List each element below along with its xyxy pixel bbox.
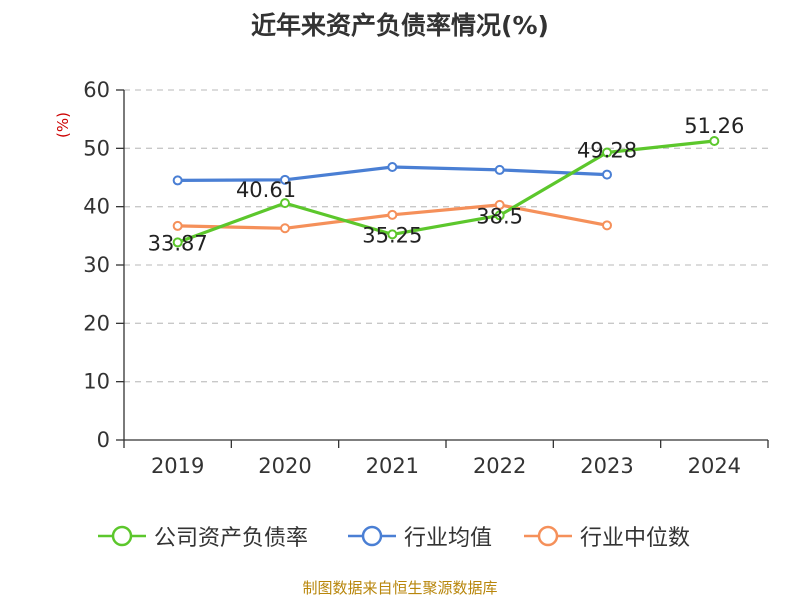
data-point bbox=[494, 199, 505, 210]
data-point bbox=[280, 223, 290, 234]
data-label: 33.87 bbox=[148, 231, 208, 255]
x-tick-label: 2024 bbox=[688, 454, 741, 478]
legend-line-marker-icon bbox=[524, 525, 572, 547]
data-point bbox=[172, 175, 183, 186]
legend: 公司资产负债率 行业均值 行业中位数 bbox=[0, 520, 800, 552]
y-tick-label: 50 bbox=[83, 136, 110, 160]
legend-line-marker-icon bbox=[348, 525, 396, 547]
y-tick-label: 20 bbox=[83, 311, 110, 335]
data-point bbox=[602, 169, 612, 180]
x-tick-label: 2020 bbox=[258, 454, 311, 478]
data-point bbox=[602, 220, 612, 231]
legend-label: 行业中位数 bbox=[580, 526, 691, 551]
data-point bbox=[280, 198, 290, 209]
legend-line-marker-icon bbox=[98, 525, 146, 547]
data-label: 38.5 bbox=[476, 204, 523, 228]
data-point bbox=[280, 174, 290, 185]
y-tick-label: 10 bbox=[83, 370, 110, 394]
y-tick-label: 30 bbox=[83, 253, 110, 277]
data-point bbox=[172, 237, 183, 248]
data-point bbox=[172, 220, 183, 231]
y-axis-label: (%) bbox=[54, 112, 72, 138]
data-label: 40.61 bbox=[236, 178, 296, 202]
legend-item-company-debt-ratio[interactable]: 公司资产负债率 bbox=[96, 520, 308, 552]
data-point bbox=[602, 147, 612, 158]
x-tick-label: 2021 bbox=[366, 454, 419, 478]
legend-item-industry-median[interactable]: 行业中位数 bbox=[522, 520, 690, 552]
data-point bbox=[709, 135, 720, 146]
x-tick-label: 2022 bbox=[473, 454, 526, 478]
y-tick-label: 0 bbox=[97, 428, 110, 452]
legend-label: 行业均值 bbox=[404, 526, 493, 551]
x-tick-label: 2019 bbox=[151, 454, 204, 478]
legend-item-industry-mean[interactable]: 行业均值 bbox=[346, 520, 492, 552]
data-point bbox=[387, 209, 398, 220]
data-labels: 33.87 40.61 35.25 38.5 49.28 51.26 bbox=[148, 114, 745, 255]
data-label: 35.25 bbox=[362, 223, 422, 247]
axes: 0 10 20 30 40 50 60 2019 2020 2021 2022 2023 2024 (%) bbox=[54, 78, 769, 478]
series-layer bbox=[172, 135, 720, 248]
source-note: 制图数据来自恒生聚源数据库 bbox=[302, 579, 498, 597]
y-tick-label: 40 bbox=[83, 195, 110, 219]
data-label: 51.26 bbox=[684, 114, 744, 138]
data-point bbox=[494, 210, 505, 221]
series-line bbox=[176, 139, 716, 244]
legend-label: 公司资产负债率 bbox=[154, 526, 309, 551]
data-point bbox=[387, 229, 398, 240]
data-point bbox=[387, 162, 398, 172]
x-tick-label: 2023 bbox=[580, 454, 633, 478]
chart-title: 近年来资产负债率情况(%) bbox=[251, 11, 549, 40]
data-point bbox=[494, 164, 505, 175]
y-tick-label: 60 bbox=[83, 78, 110, 102]
grid-lines bbox=[124, 89, 768, 383]
data-label: 49.28 bbox=[577, 139, 637, 163]
